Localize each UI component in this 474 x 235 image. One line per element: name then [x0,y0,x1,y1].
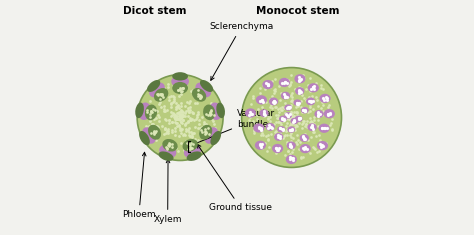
Ellipse shape [284,104,292,111]
Ellipse shape [279,116,287,122]
Ellipse shape [149,82,165,98]
Ellipse shape [308,83,319,92]
Text: Sclerenchyma: Sclerenchyma [209,22,273,80]
Ellipse shape [287,141,296,149]
Ellipse shape [204,127,219,144]
Ellipse shape [135,102,144,118]
Ellipse shape [262,80,273,89]
Ellipse shape [294,74,306,83]
Ellipse shape [154,88,168,102]
Ellipse shape [291,118,298,124]
Ellipse shape [269,98,278,105]
Ellipse shape [182,139,198,152]
Ellipse shape [147,80,160,92]
Ellipse shape [286,155,297,164]
Ellipse shape [253,123,264,133]
Ellipse shape [184,145,201,158]
Ellipse shape [300,134,309,142]
Ellipse shape [195,82,211,98]
Ellipse shape [314,110,324,118]
Ellipse shape [281,92,290,100]
Ellipse shape [301,107,309,114]
Ellipse shape [324,109,335,118]
Ellipse shape [277,126,285,133]
Ellipse shape [306,98,315,105]
Text: Phloem: Phloem [122,152,155,219]
Ellipse shape [319,124,330,133]
Ellipse shape [158,151,173,161]
Ellipse shape [139,131,150,145]
Ellipse shape [142,127,156,144]
Text: Xylem: Xylem [154,159,182,224]
Ellipse shape [287,126,295,133]
Ellipse shape [300,144,311,153]
Ellipse shape [210,131,221,145]
Ellipse shape [216,102,225,118]
Ellipse shape [138,102,151,120]
Ellipse shape [259,109,269,117]
Ellipse shape [209,102,222,120]
Ellipse shape [319,94,330,103]
Ellipse shape [162,139,178,152]
Ellipse shape [256,95,267,105]
Ellipse shape [172,72,188,81]
Ellipse shape [317,141,328,150]
Ellipse shape [308,123,317,131]
Ellipse shape [203,105,215,120]
Ellipse shape [172,82,188,94]
Text: Vascular
bundle: Vascular bundle [191,109,275,145]
Ellipse shape [159,145,176,158]
Ellipse shape [200,80,213,92]
Ellipse shape [284,112,292,119]
Ellipse shape [171,75,189,88]
Ellipse shape [137,74,223,161]
Ellipse shape [199,125,212,140]
Ellipse shape [274,133,283,141]
Text: Monocot stem: Monocot stem [255,6,339,16]
Ellipse shape [148,125,161,140]
Text: Dicot stem: Dicot stem [123,6,187,16]
Ellipse shape [295,87,304,95]
Ellipse shape [265,123,275,131]
Ellipse shape [242,68,341,167]
Ellipse shape [272,144,283,153]
Ellipse shape [279,78,290,87]
Ellipse shape [295,116,302,122]
Text: Ground tissue: Ground tissue [197,144,272,212]
Ellipse shape [255,141,266,150]
Ellipse shape [187,151,202,161]
Ellipse shape [145,105,157,120]
Ellipse shape [245,108,256,118]
Ellipse shape [192,88,206,102]
Ellipse shape [293,99,301,106]
